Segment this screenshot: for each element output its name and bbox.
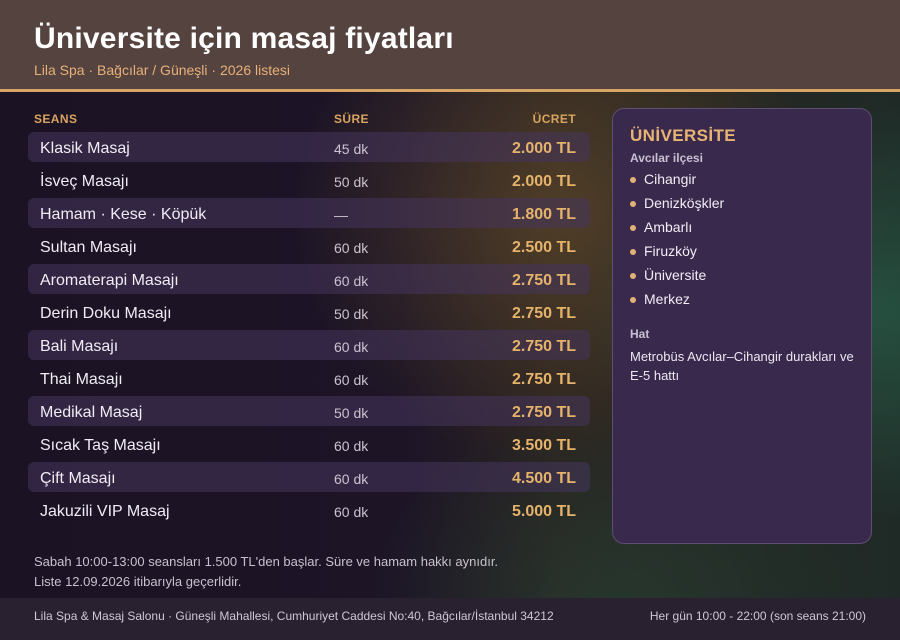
panel-subtitle: Avcılar ilçesi (630, 151, 703, 165)
service-price: 2.750 TL (511, 371, 576, 388)
column-header-price: ÜCRET (532, 112, 576, 126)
service-duration: 50 dk (334, 405, 369, 421)
service-name: Medikal Masaj (40, 404, 143, 421)
service-name: Derin Doku Masajı (40, 305, 172, 322)
service-duration: 50 dk (334, 174, 369, 190)
service-name: Sultan Masajı (40, 239, 137, 256)
price-table: Klasik Masaj 45 dk 2.000 TL İsveç Masajı… (28, 132, 590, 528)
service-name: Hamam · Kese · Köpük (40, 206, 207, 223)
table-row: Bali Masajı 60 dk 2.750 TL (28, 330, 590, 360)
panel-title: ÜNİVERSİTE (630, 126, 737, 145)
stop-label: Üniversite (644, 267, 707, 283)
table-row: Jakuzili VIP Masaj 60 dk 5.000 TL (28, 495, 590, 525)
service-name: Sıcak Taş Masajı (40, 437, 161, 454)
stop-label: Firuzköy (644, 243, 697, 259)
service-price: 5.000 TL (511, 503, 576, 520)
table-row: Hamam · Kese · Köpük — 1.800 TL (28, 198, 590, 228)
service-duration: 60 dk (334, 339, 369, 355)
location-panel: ÜNİVERSİTE Avcılar ilçesi Cihangir Deniz… (612, 108, 872, 544)
service-price: 2.500 TL (511, 239, 576, 256)
dot-bullet-icon (630, 249, 636, 255)
note-line: Sabah 10:00-13:00 seansları 1.500 TL'den… (34, 554, 499, 569)
service-duration: 60 dk (334, 504, 369, 520)
table-row: İsveç Masajı 50 dk 2.000 TL (28, 165, 590, 195)
stop-label: Denizköşkler (644, 195, 725, 211)
table-row: Thai Masajı 60 dk 2.750 TL (28, 363, 590, 393)
service-price: 2.750 TL (511, 305, 576, 322)
page-header: Üniversite için masaj fiyatları Lila Spa… (0, 0, 900, 92)
service-price: 2.750 TL (511, 338, 576, 355)
price-notes: Sabah 10:00-13:00 seansları 1.500 TL'den… (34, 552, 498, 592)
table-row: Çift Masajı 60 dk 4.500 TL (28, 462, 590, 492)
dot-bullet-icon (630, 273, 636, 279)
service-name: Jakuzili VIP Masaj (40, 503, 170, 520)
service-duration: 60 dk (334, 471, 369, 487)
service-name: İsveç Masajı (40, 173, 129, 190)
service-name: Klasik Masaj (40, 140, 130, 157)
dot-bullet-icon (630, 225, 636, 231)
service-name: Thai Masajı (40, 371, 123, 388)
table-row: Sıcak Taş Masajı 60 dk 3.500 TL (28, 429, 590, 459)
service-duration: 50 dk (334, 306, 369, 322)
service-price: 3.500 TL (511, 437, 576, 454)
service-duration: 60 dk (334, 240, 369, 256)
dot-bullet-icon (630, 297, 636, 303)
column-header-service: SEANS (34, 112, 78, 126)
dot-bullet-icon (630, 177, 636, 183)
stop-label: Cihangir (644, 171, 697, 187)
table-row: Aromaterapi Masajı 60 dk 2.750 TL (28, 264, 590, 294)
service-duration: 45 dk (334, 141, 369, 157)
table-row: Klasik Masaj 45 dk 2.000 TL (28, 132, 590, 162)
service-price: 2.750 TL (511, 272, 576, 289)
table-row: Derin Doku Masajı 50 dk 2.750 TL (28, 297, 590, 327)
page-title: Üniversite için masaj fiyatları (34, 22, 454, 55)
service-duration: 60 dk (334, 438, 369, 454)
service-duration: — (334, 207, 348, 223)
service-name: Bali Masajı (40, 338, 119, 355)
dot-bullet-icon (630, 201, 636, 207)
stop-label: Merkez (644, 291, 690, 307)
page-subtitle: Lila Spa · Bağcılar / Güneşli · 2026 lis… (34, 62, 291, 78)
service-price: 1.800 TL (511, 206, 576, 223)
service-price: 4.500 TL (511, 470, 576, 487)
footer-address: Lila Spa & Masaj Salonu · Güneşli Mahall… (34, 609, 554, 623)
table-row: Sultan Masajı 60 dk 2.500 TL (28, 231, 590, 261)
service-name: Aromaterapi Masajı (40, 272, 179, 289)
service-price: 2.750 TL (511, 404, 576, 421)
page-footer: Lila Spa & Masaj Salonu · Güneşli Mahall… (0, 598, 900, 640)
footer-hours: Her gün 10:00 - 22:00 (son seans 21:00) (649, 609, 866, 623)
table-row: Medikal Masaj 50 dk 2.750 TL (28, 396, 590, 426)
service-duration: 60 dk (334, 273, 369, 289)
column-header-duration: SÜRE (334, 112, 369, 126)
note-line: Liste 12.09.2026 itibarıyla geçerlidir. (34, 574, 242, 589)
service-price: 2.000 TL (511, 173, 576, 190)
line-description: Metrobüs Avcılar–Cihangir durakları ve E… (630, 349, 854, 383)
line-label: Hat (630, 327, 650, 341)
service-price: 2.000 TL (511, 140, 576, 157)
stop-label: Ambarlı (644, 219, 693, 235)
service-name: Çift Masajı (40, 470, 116, 487)
service-duration: 60 dk (334, 372, 369, 388)
